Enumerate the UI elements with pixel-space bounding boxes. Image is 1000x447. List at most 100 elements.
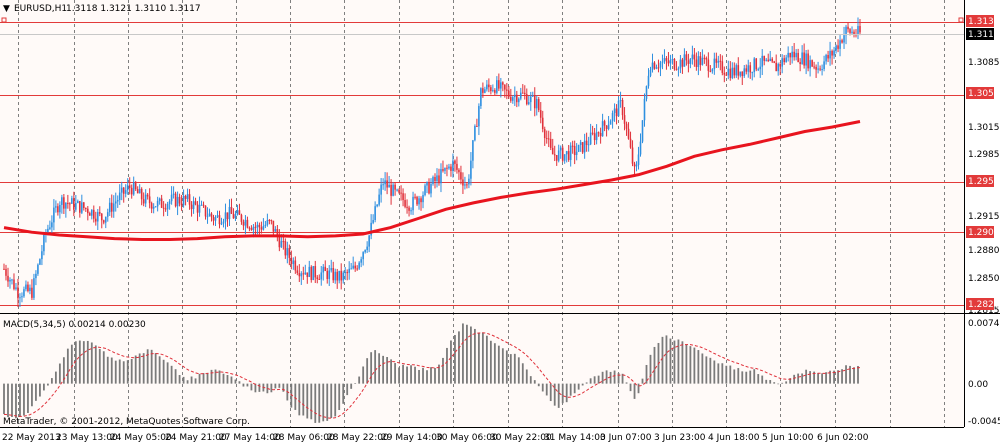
candle-body	[851, 31, 853, 33]
macd-bar	[126, 360, 129, 384]
macd-bar	[226, 375, 229, 384]
candle-body	[795, 52, 797, 58]
macd-bar	[318, 383, 321, 423]
candle-body	[607, 124, 610, 129]
candle-body	[551, 147, 554, 155]
macd-axis[interactable]: 0.00746 0.00 -0.00459	[968, 319, 1000, 427]
macd-bar	[438, 364, 440, 384]
macd-tick: 0.00746	[968, 319, 1000, 329]
macd-bar	[406, 366, 408, 384]
time-label: 27 May 14:00	[219, 433, 281, 443]
candle-body	[256, 224, 259, 228]
candle-body	[811, 60, 813, 67]
candle-body	[725, 74, 728, 76]
candle-body	[178, 196, 181, 204]
macd-bar	[410, 365, 412, 384]
macd-bar	[625, 382, 628, 384]
time-label: 28 May 06:00	[273, 433, 335, 443]
candle-body	[747, 65, 750, 72]
macd-bar	[829, 370, 831, 384]
candle-body	[47, 228, 49, 234]
macd-bar	[589, 378, 592, 384]
macd-bar	[481, 332, 484, 384]
current-price-label: 1.3117	[968, 30, 1000, 40]
candle-body	[791, 51, 793, 58]
macd-bar	[110, 357, 113, 384]
macd-bar	[398, 367, 400, 384]
candle-body	[510, 96, 512, 101]
candle-body	[236, 210, 239, 215]
macd-bar	[817, 372, 819, 384]
candle-body	[703, 57, 706, 59]
candle-body	[545, 138, 548, 140]
candle-body	[416, 196, 418, 205]
candle-body	[422, 195, 424, 203]
candle-body	[753, 58, 756, 73]
macd-bar	[330, 383, 333, 419]
candle-body	[39, 259, 41, 265]
candle-body	[134, 182, 137, 190]
candle-body	[709, 70, 712, 72]
time-label: 6 Jun 02:00	[817, 433, 869, 443]
moving-average-line	[3, 120, 861, 241]
candle-body	[170, 194, 173, 202]
candle-body	[859, 26, 861, 33]
horizontal-levels[interactable]	[0, 17, 964, 306]
candle-body	[492, 90, 494, 92]
macd-bar	[166, 362, 169, 384]
candle-body	[609, 121, 612, 125]
candle-body	[512, 97, 514, 101]
candle-body	[404, 200, 406, 207]
candle-body	[188, 194, 191, 205]
price-pane[interactable]	[0, 0, 964, 313]
candle-body	[53, 207, 55, 223]
candle-body	[96, 212, 99, 222]
candle-body	[158, 198, 161, 201]
candle-body	[733, 67, 736, 76]
candle-body	[194, 201, 197, 205]
candle-body	[366, 246, 368, 250]
macd-bar	[90, 342, 93, 384]
candle-body	[242, 221, 245, 226]
macd-bar	[557, 383, 560, 408]
macd-bar	[637, 383, 640, 394]
candle-body	[500, 82, 502, 89]
macd-bar	[653, 346, 656, 384]
candle-body	[234, 214, 237, 219]
candle-body	[667, 60, 670, 64]
candle-body	[779, 63, 781, 67]
candle-body	[7, 275, 9, 282]
candle-body	[202, 204, 205, 206]
candle-body	[669, 59, 672, 64]
macd-bar	[138, 353, 141, 384]
candle-body	[721, 61, 724, 73]
candle-body	[152, 206, 155, 209]
time-axis[interactable]: 22 May 2013 23 May 13:00 24 May 05:00 24…	[2, 433, 869, 443]
macd-bar	[366, 358, 369, 384]
candle-body	[138, 188, 141, 194]
candle-body	[687, 60, 690, 64]
macd-bar	[569, 383, 572, 396]
candle-body	[442, 169, 444, 171]
candle-body	[525, 94, 528, 105]
candle-body	[206, 216, 209, 218]
macd-bar	[833, 370, 835, 384]
candle-body	[815, 66, 817, 70]
level-handle[interactable]	[958, 17, 964, 23]
candle-body	[695, 59, 698, 67]
candle-body	[613, 108, 616, 114]
macd-bar	[210, 369, 213, 384]
level-handle[interactable]	[1, 17, 7, 23]
candle-body	[617, 100, 620, 117]
macd-bar	[649, 354, 652, 384]
symbol-menu-icon[interactable]: ▼	[3, 4, 10, 14]
candle-body	[352, 265, 354, 269]
macd-bar	[845, 365, 847, 384]
candle-body	[75, 202, 77, 210]
macd-bar	[15, 383, 17, 419]
current-price-badge	[966, 28, 994, 40]
price-axis[interactable]: 1.3085 1.3015 1.2985 1.2915 1.2880 1.285…	[966, 15, 1000, 316]
candle-body	[280, 241, 283, 248]
